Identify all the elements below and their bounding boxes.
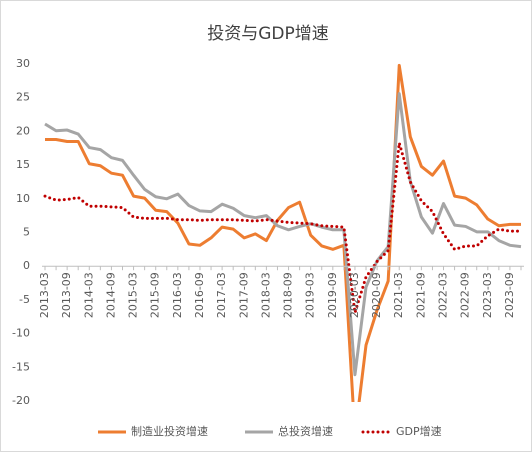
legend-label: GDP增速	[396, 424, 442, 438]
chart-title: 投资与GDP增速	[207, 24, 329, 44]
y-tick-label: 25	[16, 91, 30, 104]
x-tick-label: 2022-03	[437, 272, 450, 318]
y-tick-label: 15	[16, 158, 30, 171]
series-line	[44, 92, 522, 377]
x-tick-label: 2021-09	[414, 272, 427, 318]
y-tick-label: 30	[16, 57, 30, 70]
y-tick-label: -15	[12, 360, 30, 373]
x-tick-label: 2017-03	[215, 272, 228, 318]
x-tick-label: 2015-09	[149, 272, 162, 318]
x-tick-label: 2014-09	[104, 272, 117, 318]
y-tick-label: 0	[23, 259, 30, 272]
x-tick-label: 2020-03	[348, 272, 361, 318]
x-tick-label: 2017-09	[237, 272, 250, 318]
y-tick-label: 10	[16, 192, 30, 205]
x-tick-label: 2021-03	[392, 272, 405, 318]
x-tick-label: 2016-03	[171, 272, 184, 318]
x-tick-label: 2023-09	[503, 272, 516, 318]
legend-label: 总投资增速	[278, 424, 333, 438]
series-line	[43, 141, 523, 315]
x-tick-label: 2013-09	[60, 272, 73, 318]
x-tick-label: 2013-03	[38, 272, 51, 318]
x-tick-label: 2022-09	[459, 272, 472, 318]
y-tick-label: -10	[12, 327, 30, 340]
x-tick-label: 2016-09	[193, 272, 206, 318]
series-line	[45, 63, 521, 402]
y-tick-label: 5	[23, 226, 30, 239]
y-tick-label: -5	[19, 293, 30, 306]
x-tick-label: 2020-09	[370, 272, 383, 318]
x-tick-label: 2015-03	[127, 272, 140, 318]
x-tick-label: 2018-03	[259, 272, 272, 318]
y-tick-label: 20	[16, 124, 30, 137]
x-tick-label: 2019-03	[304, 272, 317, 318]
legend-label: 制造业投资增速	[131, 424, 208, 438]
x-tick-label: 2019-09	[326, 272, 339, 318]
x-tick-label: 2018-09	[282, 272, 295, 318]
y-tick-label: -20	[12, 394, 30, 407]
x-tick-label: 2023-03	[481, 272, 494, 318]
x-tick-label: 2014-03	[82, 272, 95, 318]
